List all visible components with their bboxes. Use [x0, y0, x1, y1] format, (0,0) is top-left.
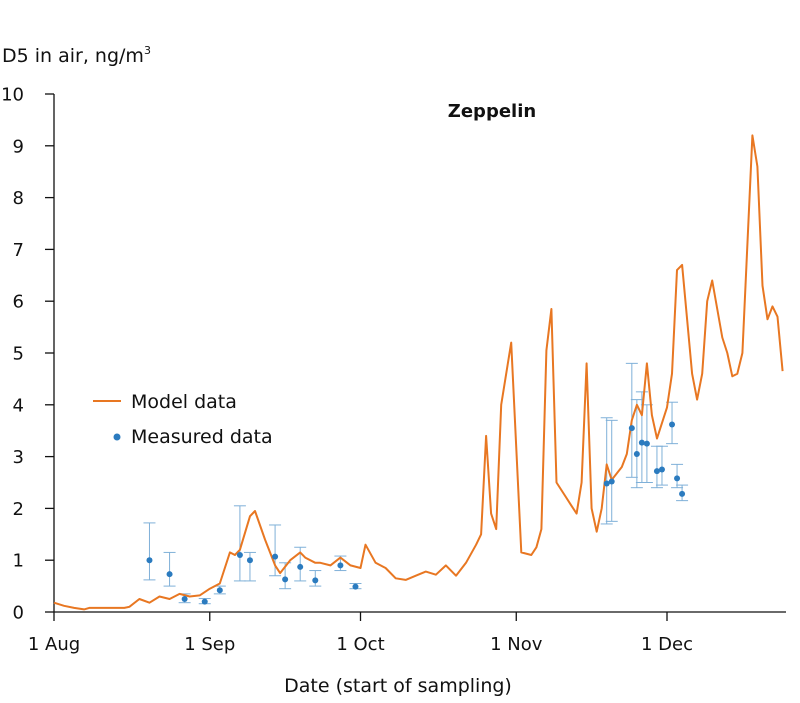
measured-point — [282, 576, 289, 583]
measured-point — [658, 466, 665, 473]
y-tick-label: 1 — [13, 551, 24, 572]
measured-point — [312, 577, 319, 584]
y-tick-label: 6 — [13, 292, 24, 313]
y-tick-label: 10 — [1, 85, 24, 106]
x-axis-label: Date (start of sampling) — [284, 675, 512, 697]
x-tick-label: 1 Aug — [28, 634, 80, 655]
measured-point — [236, 552, 243, 559]
measured-point — [246, 557, 253, 564]
measured-point — [679, 490, 686, 497]
y-tick-label: 5 — [13, 344, 24, 365]
measured-errorbar — [163, 551, 176, 587]
measured-point — [608, 478, 615, 485]
legend: Model data Measured data — [93, 391, 273, 448]
measured-point — [628, 425, 635, 432]
y-tick-label: 4 — [13, 395, 24, 416]
measured-point — [272, 553, 279, 560]
y-tick-label: 3 — [13, 447, 24, 468]
measured-errorbar — [630, 399, 643, 489]
y-tick-label: 9 — [13, 136, 24, 157]
measured-point — [643, 440, 650, 447]
y-tick-label: 7 — [13, 240, 24, 261]
measured-point — [674, 475, 681, 482]
model-data-line — [53, 134, 784, 611]
measured-point — [216, 587, 223, 594]
x-ticks: 1 Aug 1 Sep 1 Oct 1 Nov 1 Dec — [28, 612, 693, 655]
x-tick-label: 1 Sep — [184, 634, 235, 655]
y-ticks: 0 1 2 3 4 5 6 7 8 9 10 — [1, 85, 54, 624]
measured-point — [352, 583, 359, 590]
measured-point — [146, 557, 153, 564]
y-tick-label: 8 — [13, 188, 24, 209]
x-tick-label: 1 Nov — [490, 634, 543, 655]
measured-point — [669, 421, 676, 428]
measured-point — [638, 439, 645, 446]
y-tick-label: 2 — [13, 499, 24, 520]
measured-point — [181, 596, 188, 603]
legend-model-label: Model data — [131, 391, 237, 413]
y-tick-label: 0 — [13, 603, 24, 624]
legend-measured-swatch — [113, 433, 121, 441]
axes — [53, 94, 786, 613]
measured-point — [297, 563, 304, 570]
measured-point — [166, 571, 173, 578]
y-axis-label: D5 in air, ng/m3 — [2, 44, 151, 67]
x-tick-label: 1 Dec — [641, 634, 693, 655]
measured-errorbar — [233, 505, 246, 582]
measured-data-points — [146, 421, 686, 605]
measured-errorbar — [269, 524, 282, 577]
measured-point — [653, 468, 660, 475]
measured-errorbar — [143, 522, 156, 581]
chart-title: Zeppelin — [448, 101, 536, 122]
measured-point — [201, 598, 208, 605]
measured-point — [337, 562, 344, 569]
x-tick-label: 1 Oct — [336, 634, 384, 655]
measured-errorbar — [655, 445, 668, 486]
measured-errorbar — [605, 419, 618, 522]
legend-measured-label: Measured data — [131, 426, 273, 448]
measured-errorbar — [243, 551, 256, 582]
measured-point — [633, 451, 640, 458]
measured-point — [603, 480, 610, 487]
